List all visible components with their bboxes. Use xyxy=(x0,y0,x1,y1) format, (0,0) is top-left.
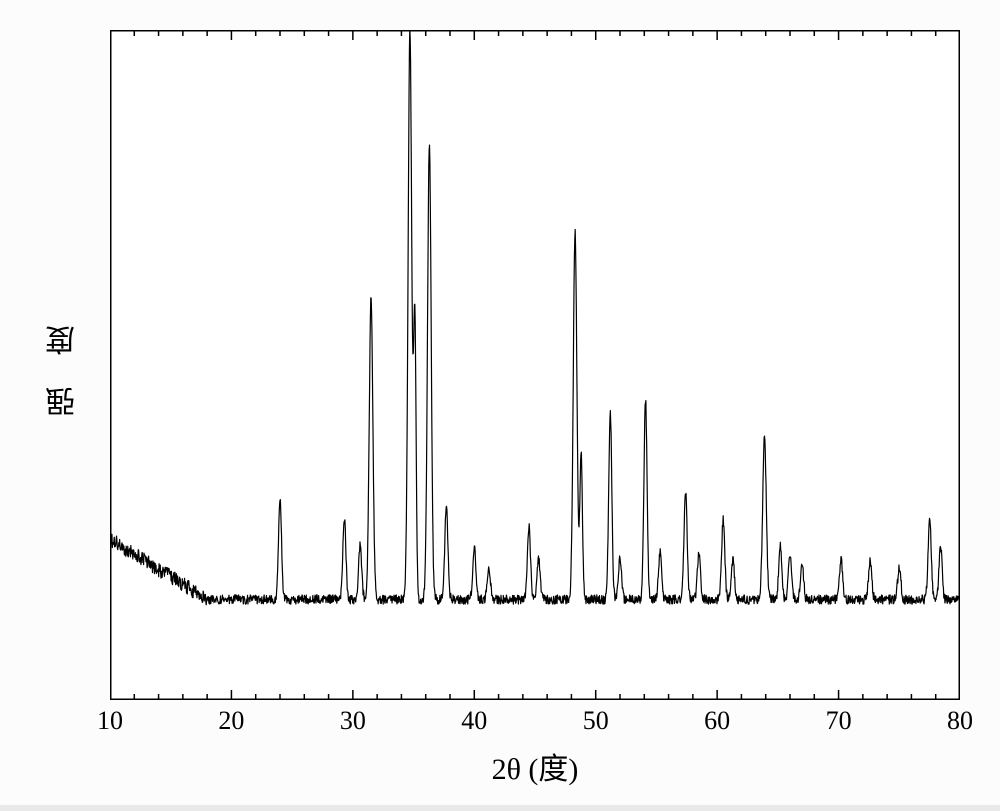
y-axis-label: 强 度 xyxy=(42,295,86,435)
x-tick-label: 20 xyxy=(211,706,251,736)
x-tick-label: 60 xyxy=(697,706,737,736)
x-tick-label: 30 xyxy=(333,706,373,736)
x-tick-label: 10 xyxy=(90,706,130,736)
x-axis-label: 2θ (度) xyxy=(455,744,615,788)
plot-svg xyxy=(110,30,960,700)
x-tick-label: 80 xyxy=(940,706,980,736)
decorative-bottom-strip xyxy=(0,805,1000,811)
x-tick-label: 50 xyxy=(576,706,616,736)
xrd-figure: 10 20 30 40 50 60 70 80 强 度 2θ (度) xyxy=(0,0,1000,811)
x-tick-label: 40 xyxy=(454,706,494,736)
x-tick-label: 70 xyxy=(819,706,859,736)
plot-area xyxy=(110,30,960,700)
